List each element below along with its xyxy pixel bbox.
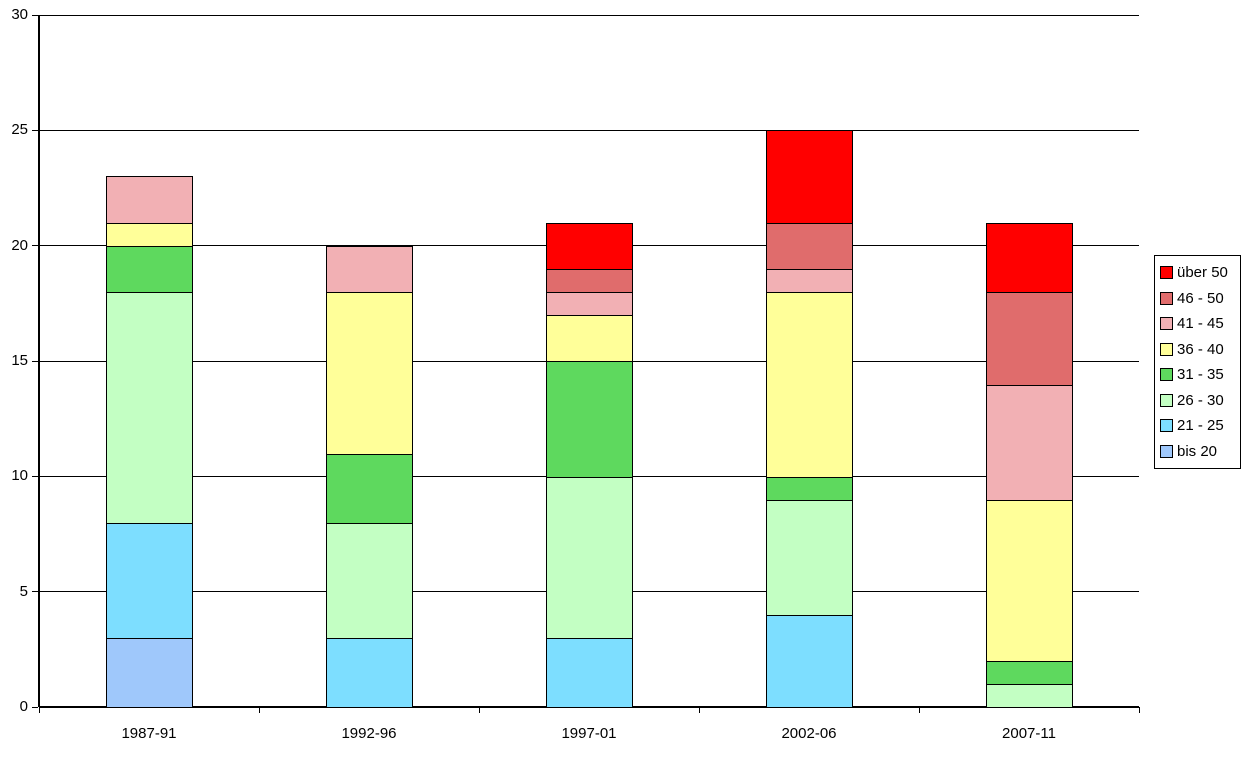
bar-segment-26-30 [765, 499, 853, 617]
x-axis-tick [38, 707, 40, 713]
gridline [39, 129, 1139, 131]
bar-segment-36-40 [105, 222, 193, 248]
legend-item: 41 - 45 [1160, 311, 1240, 337]
gridline [39, 14, 1139, 16]
y-axis-line [38, 15, 40, 707]
y-axis-tick-label: 20 [11, 236, 28, 254]
legend-label: 21 - 25 [1177, 417, 1224, 435]
bar-segment-über50 [985, 222, 1073, 294]
bar-segment-31-35 [105, 245, 193, 294]
bar-segment-41-45 [985, 384, 1073, 501]
legend-item: über 50 [1160, 260, 1240, 286]
bar-segment-21-25 [105, 522, 193, 640]
bar-segment-31-35 [545, 361, 633, 478]
bar-segment-46-50 [765, 222, 853, 271]
legend: über 50 46 - 50 41 - 45 36 - 40 31 - 35 26 - … [1154, 255, 1241, 469]
bar-segment-46-50 [985, 291, 1073, 386]
bar-segment-46-50 [545, 268, 633, 294]
bar-segment-über50 [545, 222, 633, 271]
legend-swatch-icon [1160, 266, 1173, 280]
bar-segment-26-30 [325, 522, 413, 640]
bar-segment-31-35 [325, 453, 413, 524]
bar-segment-41-45 [105, 176, 193, 225]
y-axis-tick-label: 25 [11, 121, 28, 139]
legend-item: 26 - 30 [1160, 388, 1240, 414]
legend-label: 36 - 40 [1177, 340, 1224, 358]
x-axis-category-label: 1997-01 [561, 725, 617, 742]
bar-segment-41-45 [325, 245, 413, 294]
x-axis-category-label: 2007-11 [1002, 725, 1056, 742]
y-axis-tick-label: 0 [19, 698, 28, 715]
y-axis-tick [32, 14, 38, 16]
y-axis-tick [32, 245, 38, 247]
bar-segment-36-40 [325, 291, 413, 455]
legend-item: 31 - 35 [1160, 362, 1240, 388]
bar-segment-über50 [765, 130, 853, 225]
legend-item: 46 - 50 [1160, 286, 1240, 312]
legend-swatch-icon [1160, 317, 1173, 331]
legend-swatch-icon [1160, 419, 1173, 433]
legend-label: 46 - 50 [1177, 289, 1224, 307]
x-axis-tick [478, 707, 480, 713]
legend-swatch-icon [1160, 342, 1173, 356]
y-axis-tick-label: 10 [11, 467, 28, 485]
x-axis-tick [258, 707, 260, 713]
y-axis-tick [32, 475, 38, 477]
bar-segment-36-40 [985, 499, 1073, 663]
legend-label: bis 20 [1177, 442, 1218, 460]
y-axis-tick [32, 360, 38, 362]
legend-swatch-icon [1160, 368, 1173, 382]
y-axis-tick-label: 15 [11, 352, 28, 369]
legend-swatch-icon [1160, 444, 1173, 458]
bar-segment-21-25 [325, 637, 413, 709]
x-axis-category-label: 1992-96 [341, 725, 397, 742]
legend-item: 36 - 40 [1160, 337, 1240, 363]
y-axis-tick [32, 591, 38, 593]
bar-segment-26-30 [985, 683, 1073, 709]
y-axis-tick [32, 706, 38, 708]
legend-item: bis 20 [1160, 439, 1240, 465]
bar-segment-26-30 [545, 476, 633, 640]
legend-swatch-icon [1160, 393, 1173, 407]
y-axis-tick-label: 30 [11, 6, 28, 23]
bar-segment-41-45 [765, 268, 853, 294]
x-axis-category-label: 2002-06 [781, 725, 837, 742]
bar-segment-36-40 [765, 291, 853, 478]
x-axis-category-label: 1987-91 [121, 725, 177, 742]
bar-segment-21-25 [765, 614, 853, 709]
y-axis-tick-label: 5 [19, 582, 28, 600]
bar-segment-36-40 [545, 314, 633, 363]
bar-segment-41-45 [545, 291, 633, 317]
legend-swatch-icon [1160, 291, 1173, 305]
x-axis-tick [698, 707, 700, 713]
legend-label: über 50 [1177, 264, 1228, 282]
legend-label: 41 - 45 [1177, 315, 1224, 333]
bar-segment-31-35 [765, 476, 853, 501]
x-axis-tick [1138, 707, 1140, 713]
bar-segment-bis20 [105, 637, 193, 709]
bar-segment-26-30 [105, 291, 193, 524]
y-axis-tick [32, 129, 38, 131]
legend-item: 21 - 25 [1160, 413, 1240, 439]
bar-segment-31-35 [985, 660, 1073, 686]
x-axis-tick [918, 707, 920, 713]
legend-label: 26 - 30 [1177, 391, 1224, 409]
bar-segment-21-25 [545, 637, 633, 709]
legend-label: 31 - 35 [1177, 366, 1224, 384]
